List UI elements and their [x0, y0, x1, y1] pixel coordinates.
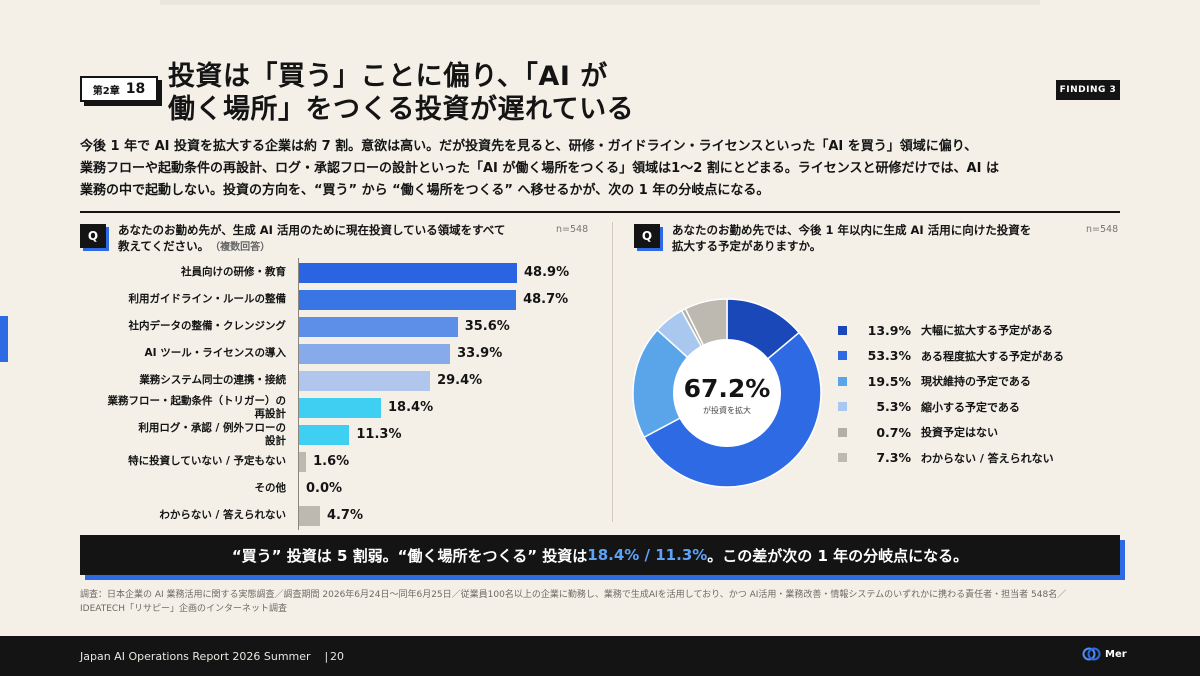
bar-label: 社内データの整備・クレンジング	[128, 320, 287, 332]
bar-value-label: 18.4%	[388, 400, 434, 415]
left-question-line1: あなたのお勤め先が、生成 AI 活用のために現在投資している領域をすべて	[118, 223, 506, 237]
left-question-badge: Q	[80, 224, 106, 248]
footer-separator: |	[324, 650, 329, 663]
footer-page-number: 20	[330, 650, 344, 663]
legend-item: 5.3% 縮小する予定である	[838, 398, 1020, 416]
legend-item: 7.3% わからない / 答えられない	[838, 449, 1054, 467]
bar	[299, 263, 517, 283]
legend-value: 53.3%	[867, 348, 911, 363]
legend-label: ある程度拡大する予定がある	[921, 349, 1064, 363]
legend-label: 投資予定はない	[921, 426, 998, 439]
right-question-line1: あなたのお勤め先では、今後 1 年以内に生成 AI 活用に向けた投資を	[672, 223, 1032, 237]
lead-line3: 業務の中で起動しない。投資の方向を、“買う” から “働く場所をつくる” へ移せ…	[80, 183, 770, 198]
bar-value-label: 29.4%	[437, 373, 483, 388]
legend-label: 大幅に拡大する予定がある	[921, 324, 1053, 337]
bar-value-label: 0.0%	[306, 481, 343, 496]
legend-item: 13.9% 大幅に拡大する予定がある	[838, 321, 1053, 339]
legend-item: 0.7% 投資予定はない	[838, 423, 998, 441]
source-line2: IDEATECH「リサピー」企画のインターネット調査	[80, 604, 287, 614]
bar	[299, 371, 431, 391]
legend-swatch	[838, 376, 847, 386]
left-question-line2: 教えてください。	[118, 239, 210, 253]
donut-center	[673, 339, 781, 447]
donut-center-value: 67.2%	[684, 374, 771, 403]
logo-icon	[1082, 647, 1101, 661]
investment-plan-donut-chart: 67.2% が投資を拡大	[632, 298, 822, 488]
legend-swatch	[838, 325, 847, 335]
finding-badge: FINDING 3	[1056, 80, 1120, 100]
bar-label: 利用ガイドライン・ルールの整備	[128, 293, 287, 305]
right-question-badge: Q	[634, 224, 660, 248]
bar	[299, 398, 382, 418]
bar-value-label: 48.9%	[524, 265, 570, 280]
logo-text: Mer	[1105, 648, 1127, 660]
takeaway-text-1: “買う” 投資は 5 割弱。“働く場所をつくる” 投資は	[231, 546, 588, 565]
bar	[299, 290, 517, 310]
footer-report-text: Japan AI Operations Report 2026 Summer	[80, 650, 311, 663]
page-title-line2: 働く場所」をつくる投資が遅れている	[168, 94, 635, 125]
top-strip	[160, 0, 1040, 5]
legend-value: 13.9%	[867, 322, 911, 338]
lead-line1: 今後 1 年で AI 投資を拡大する企業は約 7 割。意欲は高い。だが投資先を見…	[80, 139, 978, 154]
legend-swatch	[838, 351, 847, 360]
footer-logo: Mer	[1082, 647, 1127, 661]
legend-value: 0.7%	[876, 424, 911, 440]
left-question-note: （複数回答）	[215, 242, 271, 253]
chapter-badge: 第2章 18	[80, 76, 158, 102]
bar-value-label: 1.6%	[313, 454, 350, 469]
legend-item: 19.5% 現状維持の予定である	[838, 372, 1031, 390]
bar-value-label: 4.7%	[326, 508, 363, 523]
lead-paragraph: 今後 1 年で AI 投資を拡大する企業は約 7 割。意欲は高い。だが投資先を見…	[80, 136, 1130, 202]
right-question: あなたのお勤め先では、今後 1 年以内に生成 AI 活用に向けた投資を 拡大する…	[672, 222, 1031, 254]
donut-center-caption: が投資を拡大	[703, 405, 751, 415]
panel-divider	[612, 222, 613, 522]
survey-source-note: 調査：日本企業の AI 業務活用に関する実態調査／調査期間 2026年6月24日…	[80, 588, 1120, 616]
bar-value-label: 11.3%	[356, 427, 402, 442]
bar-label: わからない / 答えられない	[159, 509, 286, 521]
bar-value-label: 35.6%	[464, 319, 510, 334]
page-title-line1: 投資は「買う」ことに偏り、「AI が	[168, 61, 608, 92]
legend-swatch	[838, 402, 847, 411]
bar-label: 社員向けの研修・教育	[181, 266, 286, 278]
lead-line2: 業務フローや起動条件の再設計、ログ・承認フローの設計といった「AI が働く場所を…	[80, 161, 999, 176]
chapter-number: 18	[125, 81, 146, 97]
bar-label: AI ツール・ライセンスの導入	[144, 347, 286, 359]
legend-label: 縮小する予定である	[921, 400, 1020, 414]
bar-value-label: 48.7%	[523, 292, 569, 307]
right-sample-size: n=548	[1086, 224, 1119, 235]
left-accent-bar	[0, 316, 8, 362]
bar	[299, 452, 307, 472]
bar-chart-axis	[298, 258, 299, 530]
legend-swatch	[838, 427, 847, 437]
bar	[299, 506, 320, 526]
takeaway-highlight: 18.4% / 11.3%	[587, 546, 708, 564]
legend-label: わからない / 答えられない	[921, 451, 1054, 465]
bar	[299, 344, 451, 364]
bar-label: 利用ログ・承認 / 例外フローの 設計	[138, 422, 286, 447]
bar-value-label: 33.9%	[457, 346, 503, 361]
source-line1: 調査：日本企業の AI 業務活用に関する実態調査／調査期間 2026年6月24日…	[80, 590, 1067, 600]
legend-value: 5.3%	[876, 399, 911, 414]
left-sample-size: n=548	[556, 224, 589, 235]
bar-label: 特に投資していない / 予定もない	[128, 455, 286, 467]
legend-item: 53.3% ある程度拡大する予定がある	[838, 347, 1064, 365]
bar-label: 業務フロー・起動条件（トリガー）の 再設計	[107, 395, 287, 420]
bar	[299, 425, 350, 445]
legend-swatch	[838, 453, 847, 462]
legend-value: 19.5%	[867, 373, 911, 389]
section-divider	[80, 211, 1120, 213]
bar	[299, 317, 458, 337]
legend-label: 現状維持の予定である	[921, 375, 1031, 388]
left-question: あなたのお勤め先が、生成 AI 活用のために現在投資している領域をすべて 教えて…	[118, 222, 505, 256]
chapter-label: 第2章	[92, 85, 120, 97]
footer: Japan AI Operations Report 2026 Summer |…	[0, 636, 1200, 676]
page-title: 投資は「買う」ことに偏り、「AI が 働く場所」をつくる投資が遅れている	[168, 60, 634, 126]
legend-value: 7.3%	[876, 450, 911, 465]
right-question-line2: 拡大する予定がありますか。	[672, 239, 822, 253]
bar-label: 業務システム同士の連携・接続	[139, 374, 286, 386]
footer-report-name: Japan AI Operations Report 2026 Summer |	[80, 650, 328, 663]
takeaway-text-2: 。この差が次の 1 年の分岐点になる。	[707, 546, 969, 565]
key-takeaway-banner: “買う” 投資は 5 割弱。“働く場所をつくる” 投資は 18.4% / 11.…	[80, 535, 1120, 575]
bar-label: その他	[254, 482, 287, 494]
